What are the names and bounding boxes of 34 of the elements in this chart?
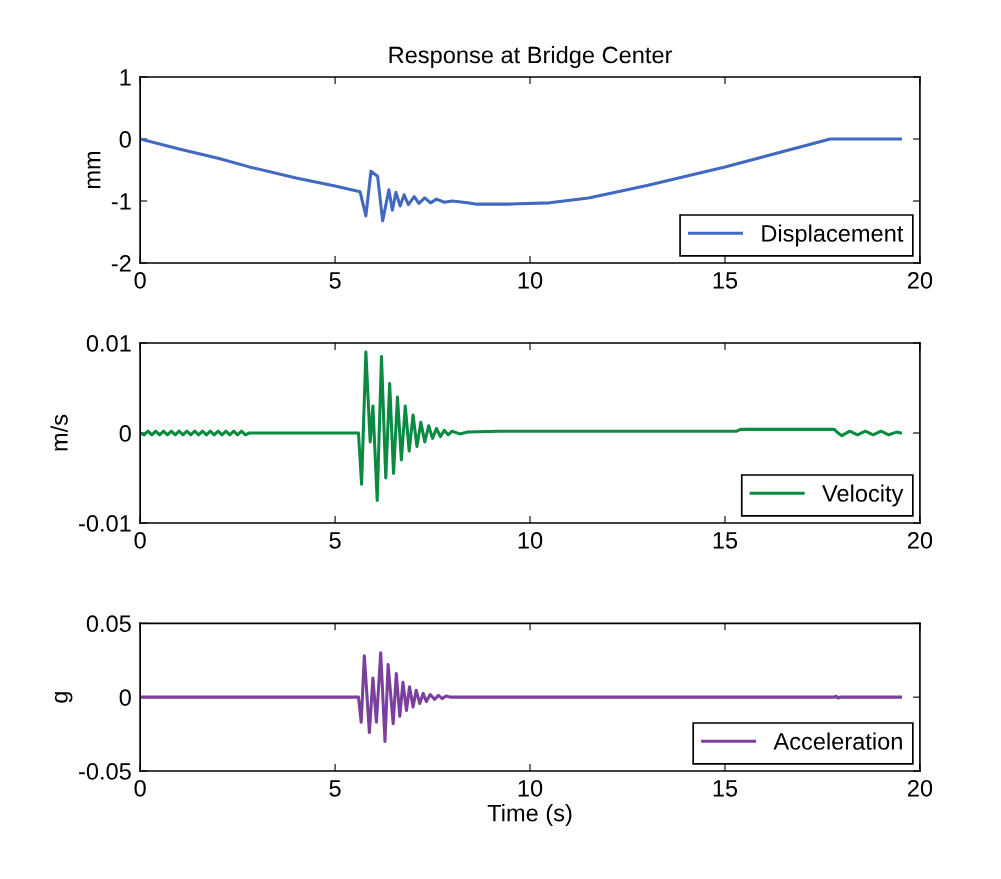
y-tick-label: -0.05 [79,763,131,780]
x-tick-label: 5 [329,780,341,797]
x-tick-label: 20 [907,531,933,549]
y-tick-label: -1 [111,193,131,210]
x-tick-label: 10 [518,531,543,549]
y-tick-label: -0.01 [79,515,131,532]
x-tick-label: 0 [134,271,146,289]
legend-label: Displacement [762,224,904,247]
y-tick-label: 0 [119,131,131,148]
x-tick-label: 20 [907,779,933,797]
x-tick-label: 10 [518,779,543,797]
x-tick-label: 15 [713,532,738,549]
x-tick-label: 0 [134,779,146,797]
x-tick-label: 0 [134,531,146,549]
x-tick-label: 15 [713,780,738,797]
x-tick-label: 5 [329,532,341,549]
legend-label: Acceleration [773,732,902,750]
y-tick-label: 0.05 [86,615,131,633]
legend-label: Velocity [822,484,904,507]
x-axis-title: Time (s) [487,804,572,827]
x-tick-label: 10 [518,271,543,289]
y-tick-label: 0.01 [86,335,131,352]
chart-title: Response at Bridge Center [389,46,673,69]
line-series [140,137,902,223]
y-axis-title: g [54,692,73,703]
y-axis-title: mm [87,151,101,189]
x-tick-label: 20 [907,271,933,289]
x-tick-label: 5 [329,272,341,289]
y-tick-label: 1 [120,69,131,86]
y-axis-title: m/s [50,414,68,451]
x-tick-label: 15 [713,272,738,289]
y-tick-label: -2 [111,255,131,272]
y-tick-label: 0 [119,425,131,442]
y-tick-label: 0 [119,689,131,706]
